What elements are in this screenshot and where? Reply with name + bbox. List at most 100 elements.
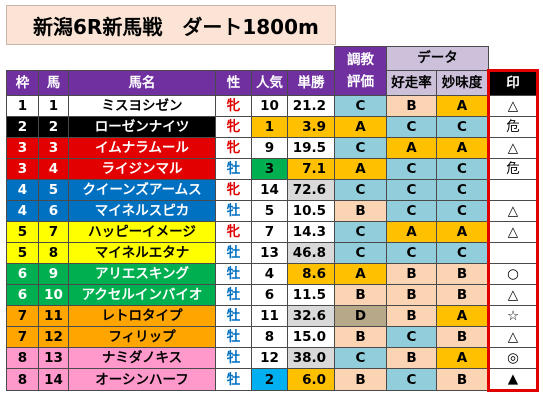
myomido-cell: C — [436, 200, 489, 222]
mark-cell: △ — [487, 95, 539, 117]
waku-cell: 7 — [6, 326, 39, 348]
waku-cell: 1 — [6, 95, 39, 117]
odds-cell: 72.6 — [287, 179, 335, 201]
table-row: 5 7 ハッピーイメージ牝 7 14.3 C A A △ — [6, 221, 539, 243]
header-bamei: 馬名 — [68, 70, 216, 96]
kosoritsu-cell: A — [386, 221, 437, 243]
mark-cell: ○ — [487, 263, 539, 285]
waku-cell: 6 — [6, 263, 39, 285]
table-row: 3 4 ライジンマル牡 3 7.1 A C C 危 — [6, 158, 539, 180]
table-row: 6 10 アクセルインバイオ牡 6 11.5 B B B △ — [6, 284, 539, 306]
kosoritsu-cell: C — [386, 326, 437, 348]
sex-cell: 牝 — [215, 221, 252, 243]
odds-cell: 8.6 — [287, 263, 335, 285]
mark-cell: 危 — [487, 116, 539, 138]
horse-name-cell: イムナラムール — [68, 137, 216, 159]
odds-cell: 46.8 — [287, 242, 335, 264]
odds-cell: 14.3 — [287, 221, 335, 243]
uma-cell: 6 — [38, 200, 69, 222]
mark-cell — [487, 179, 539, 201]
uma-cell: 10 — [38, 284, 69, 306]
header-ninki: 人気 — [251, 70, 288, 96]
header-waku: 枠 — [6, 70, 39, 96]
hyoka-cell: A — [334, 158, 387, 180]
table-row: 7 12 フィリップ牡 8 15.0 B C B △ — [6, 326, 539, 348]
kosoritsu-cell: C — [386, 200, 437, 222]
uma-cell: 1 — [38, 95, 69, 117]
uma-cell: 3 — [38, 137, 69, 159]
uma-cell: 14 — [38, 368, 69, 391]
table-row: 4 5 クイーンズアームス牝 14 72.6 C C C — [6, 179, 539, 201]
mark-cell: 危 — [487, 158, 539, 180]
hyoka-cell: C — [334, 221, 387, 243]
myomido-cell: A — [436, 137, 489, 159]
header-data-group: データ — [386, 46, 489, 71]
hyoka-cell: B — [334, 284, 387, 306]
table-row: 7 11 レトロタイプ牡 11 32.6 D B A ☆ — [6, 305, 539, 327]
uma-cell: 7 — [38, 221, 69, 243]
ninki-cell: 9 — [251, 137, 288, 159]
mark-cell: △ — [487, 200, 539, 222]
horse-table: 調教 評価 データ 枠 馬 馬名 性 人気 単勝 好走率 妙味度 印 1 1 ミスヨ… — [6, 46, 539, 392]
horse-name-cell: フィリップ — [68, 326, 216, 348]
table-row: 8 14 オーシンハーフ牡 2 6.0 B C B ▲ — [6, 368, 539, 392]
race-title: 新潟6R新馬戦 ダート1800m — [6, 5, 336, 45]
kosoritsu-cell: B — [386, 95, 437, 117]
hyoka-cell: A — [334, 263, 387, 285]
ninki-cell: 14 — [251, 179, 288, 201]
ninki-cell: 2 — [251, 368, 288, 391]
waku-cell: 6 — [6, 284, 39, 306]
myomido-cell: C — [436, 179, 489, 201]
hyoka-cell: B — [334, 368, 387, 391]
kosoritsu-cell: A — [386, 137, 437, 159]
uma-cell: 13 — [38, 347, 69, 369]
header-row-2: 枠 馬 馬名 性 人気 単勝 好走率 妙味度 印 — [6, 69, 539, 96]
ninki-cell: 11 — [251, 305, 288, 327]
odds-cell: 38.0 — [287, 347, 335, 369]
ninki-cell: 12 — [251, 347, 288, 369]
table-row: 5 8 マイネルエタナ牡 13 46.8 C C C — [6, 242, 539, 264]
header-row-1: 調教 評価 データ — [7, 46, 538, 96]
sex-cell: 牝 — [215, 95, 252, 117]
uma-cell: 12 — [38, 326, 69, 348]
waku-cell: 5 — [6, 221, 39, 243]
myomido-cell: A — [436, 305, 489, 327]
myomido-cell: A — [436, 221, 489, 243]
sex-cell: 牡 — [215, 368, 252, 391]
horse-name-cell: クイーンズアームス — [68, 179, 216, 201]
myomido-cell: C — [436, 242, 489, 264]
odds-cell: 15.0 — [287, 326, 335, 348]
myomido-cell: B — [436, 368, 489, 391]
myomido-cell: B — [436, 284, 489, 306]
horse-name-cell: ローゼンナイツ — [68, 116, 216, 138]
sex-cell: 牡 — [215, 305, 252, 327]
hyoka-cell: C — [334, 179, 387, 201]
sex-cell: 牡 — [215, 242, 252, 264]
myomido-cell: C — [436, 158, 489, 180]
mark-cell: △ — [487, 326, 539, 348]
sex-cell: 牡 — [215, 347, 252, 369]
odds-cell: 19.5 — [287, 137, 335, 159]
hyoka-cell: C — [334, 95, 387, 117]
waku-cell: 4 — [6, 179, 39, 201]
odds-cell: 21.2 — [287, 95, 335, 117]
ninki-cell: 13 — [251, 242, 288, 264]
mark-cell: △ — [487, 137, 539, 159]
uma-cell: 2 — [38, 116, 69, 138]
uma-cell: 5 — [38, 179, 69, 201]
odds-cell: 6.0 — [287, 368, 335, 391]
waku-cell: 5 — [6, 242, 39, 264]
waku-cell: 3 — [6, 137, 39, 159]
myomido-cell: A — [436, 347, 489, 369]
ninki-cell: 4 — [251, 263, 288, 285]
sex-cell: 牡 — [215, 284, 252, 306]
sex-cell: 牡 — [215, 263, 252, 285]
header-chokyo: 調教 評価 — [334, 46, 387, 96]
odds-cell: 7.1 — [287, 158, 335, 180]
kosoritsu-cell: C — [386, 116, 437, 138]
odds-cell: 3.9 — [287, 116, 335, 138]
kosoritsu-cell: C — [386, 242, 437, 264]
sex-cell: 牡 — [215, 326, 252, 348]
ninki-cell: 8 — [251, 326, 288, 348]
horse-name-cell: ナミダノキス — [68, 347, 216, 369]
